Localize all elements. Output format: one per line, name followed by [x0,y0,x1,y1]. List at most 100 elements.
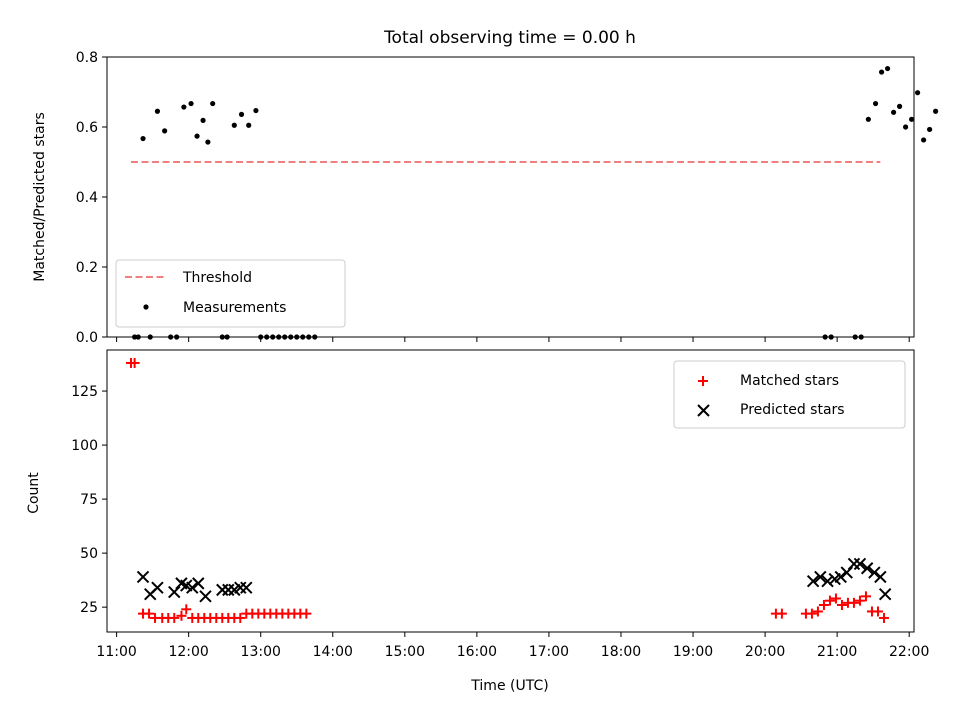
x-axis-label: Time (UTC) [470,678,548,694]
matched-star-point [776,608,787,619]
predicted-star-stroke [853,557,867,571]
bottom-x-ticks: 11:00 12:00 13:00 14:00 15:00 16:00 17:00 18:00… [96,632,929,660]
measurement-point [878,69,885,75]
predicted-star-stroke [874,570,887,584]
predicted-star-stroke [199,590,212,603]
predicted-star-stroke [168,585,181,599]
predicted-star-point [151,581,164,594]
measurement-point [884,65,891,72]
measurement-point [246,122,252,128]
x-tick-label: 22:00 [889,644,929,660]
measurement-point [258,334,264,340]
predicted-star-point [814,570,827,584]
x-tick-label: 18:00 [601,644,641,660]
top-y-tick-label: 0.6 [76,120,98,136]
measurement-point [132,334,138,340]
measurement-point [896,103,903,109]
predicted-star-stroke [878,587,892,601]
predicted-star-point [186,581,199,594]
matched-star-point [129,357,140,368]
matched-star-point [144,608,155,619]
measurement-point [181,104,187,110]
x-tick-label: 16:00 [457,644,497,660]
predicted-star-point [860,562,874,575]
legend-matched-marker [698,376,708,386]
predicted-star-stroke [240,581,253,594]
matched-star-point [860,591,871,602]
measurement-point [858,334,864,340]
measurement-point [902,124,909,130]
matched-star-point [181,604,192,615]
measurement-point [231,122,237,128]
predicted-star-stroke [136,570,150,584]
matched-star-point [848,597,859,608]
measurement-point [828,334,834,340]
top-y-tick-label: 0.0 [76,330,98,346]
bottom-y-ticks: 25 50 75 100 125 [71,384,107,616]
measurement-point [294,334,300,340]
predicted-star-stroke [180,579,193,592]
predicted-star-point [834,570,847,584]
x-tick-label: 20:00 [745,644,785,660]
matched-star-point [176,610,187,621]
measurement-point [865,116,871,122]
predicted-star-point [874,570,887,584]
measurement-point [200,117,206,123]
matched-star-point [872,606,883,617]
measurement-point [872,100,879,107]
x-tick-label: 19:00 [673,644,713,660]
matched-star-point [818,599,829,610]
predicted-star-stroke [814,570,827,584]
x-tick-label: 15:00 [385,644,425,660]
matched-star-point [806,608,817,619]
top-legend: Threshold Measurements [115,259,346,328]
bottom-y-tick-label: 125 [71,384,98,400]
measurement-point [147,334,153,340]
predicted-star-point [853,557,867,571]
legend-predicted-marker [697,404,710,417]
predicted-star-stroke [806,575,820,588]
measurement-point [194,133,200,139]
measurement-point [210,100,216,107]
matched-star-point [854,595,865,606]
predicted-star-stroke [834,570,847,584]
matched-star-point [301,608,312,619]
measurement-point [154,108,161,114]
bottom-y-tick-label: 100 [71,438,98,454]
predicted-star-point [806,575,820,588]
measurement-point [300,334,306,340]
predicted-star-stroke [192,577,205,590]
measurement-point [140,135,146,142]
measurement-point [822,334,828,340]
predicted-star-stroke [868,566,881,579]
measurement-point [927,126,933,133]
measurement-point [276,334,282,340]
top-panel: 0.0 0.2 0.4 0.6 0.8 Total observing time = 0… [32,28,939,346]
predicted-star-point [878,587,892,601]
x-tick-label: 12:00 [168,644,208,660]
bottom-y-axis-label: Count [26,472,42,514]
bottom-legend-box [673,360,906,429]
matched-star-point [812,606,823,617]
measurement-point [253,107,259,114]
top-y-tick-label: 0.4 [76,190,98,206]
top-y-tick-label: 0.8 [76,50,98,66]
x-tick-label: 17:00 [529,644,569,660]
bottom-legend: Matched stars Predicted stars [673,360,906,429]
measurement-point [908,116,915,122]
legend-threshold-label: Threshold [182,270,252,286]
legend-measurements-marker [143,304,149,310]
matched-star-point [878,612,889,623]
legend-measurements-label: Measurements [183,300,286,316]
predicted-star-point [240,581,253,594]
bottom-y-tick-label: 25 [80,600,98,616]
predicted-star-point [840,566,853,579]
matched-star-point [235,612,246,623]
predicted-star-stroke [151,581,164,594]
x-tick-label: 14:00 [313,644,353,660]
bottom-plot-marks [126,357,892,623]
measurement-point [282,334,288,340]
bottom-y-tick-label: 75 [80,492,98,508]
